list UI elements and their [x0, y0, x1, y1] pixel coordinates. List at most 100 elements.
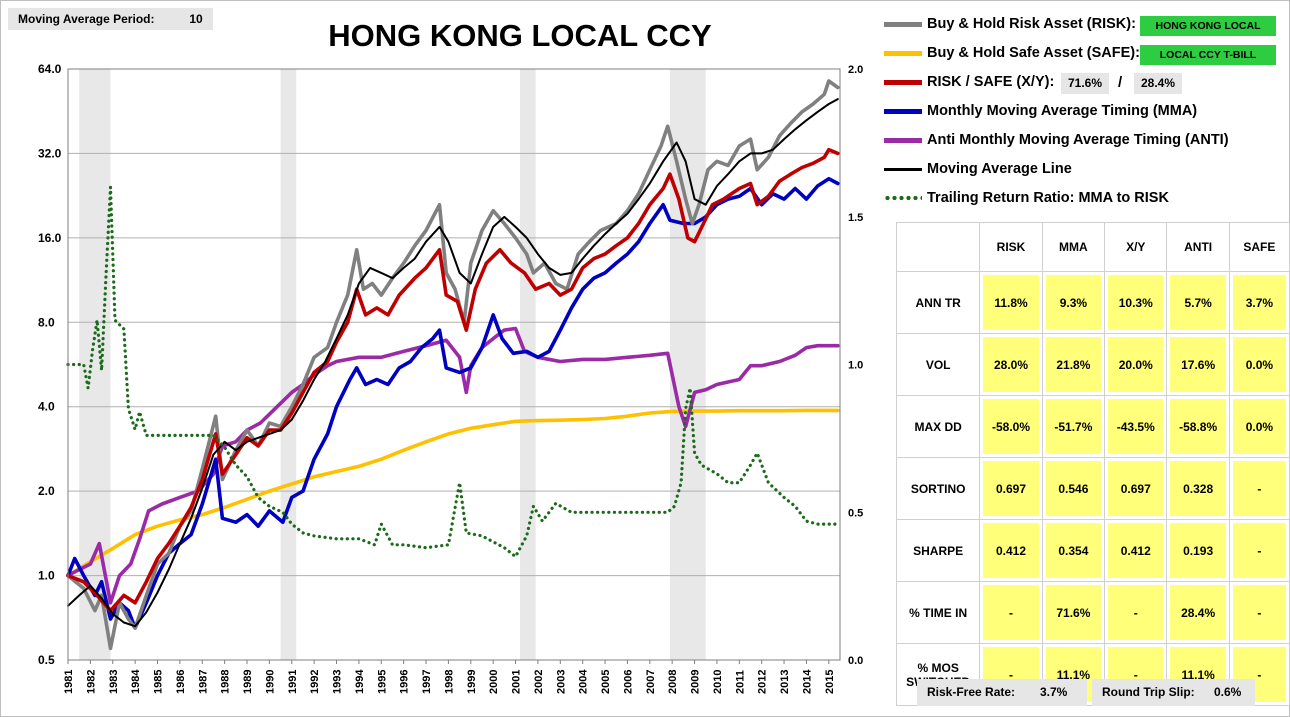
series-line-ratio	[66, 185, 840, 559]
xy-slash: /	[1118, 74, 1123, 91]
x-tick-label: 2014	[801, 669, 813, 694]
stats-cell: 0.354	[1041, 519, 1106, 582]
series-lines	[66, 79, 840, 651]
stats-cell: 10.3%	[1104, 271, 1168, 334]
recession-band	[520, 69, 536, 660]
stats-row-label: MAX DD	[895, 395, 981, 458]
legend-item-xy: RISK / SAFE (X/Y): 71.6% / 28.4%	[884, 70, 1284, 94]
stats-col-anti: ANTI	[1166, 222, 1230, 272]
stats-cell: -	[1228, 457, 1290, 520]
x-tick-label: 1997	[421, 670, 433, 694]
x-tick-label: 1995	[376, 670, 388, 694]
moving-average-period-box: Moving Average Period: 10	[8, 8, 213, 30]
x-tick-label: 1986	[175, 670, 187, 694]
legend-swatch-xy	[884, 80, 922, 85]
legend-label-ratio: Trailing Return Ratio: MMA to RISK	[927, 190, 1169, 206]
stats-cell: 0.546	[1041, 457, 1106, 520]
y-left-tick-label: 32.0	[38, 146, 62, 160]
y-left-tick-label: 0.5	[38, 653, 55, 667]
x-tick-label: 2006	[622, 670, 634, 694]
stats-cell: 3.7%	[1228, 271, 1290, 334]
legend-swatch-risk	[884, 22, 922, 27]
stats-cell: -58.8%	[1166, 395, 1230, 458]
legend-label-xy: RISK / SAFE (X/Y):	[927, 74, 1055, 90]
stats-row-time-in: % TIME IN - 71.6% - 28.4% -	[895, 581, 1290, 644]
x-tick-label: 2013	[779, 670, 791, 694]
stats-cell: 17.6%	[1166, 333, 1230, 396]
xy-risk-weight: 71.6%	[1061, 73, 1109, 94]
risk-free-rate-box: Risk-Free Rate: 3.7%	[917, 679, 1087, 706]
risk-free-rate-label: Risk-Free Rate:	[927, 685, 1016, 699]
stats-cell: 21.8%	[1041, 333, 1106, 396]
legend-swatch-ma	[884, 168, 922, 171]
recession-bands	[79, 69, 706, 660]
stats-cell: 0.193	[1166, 519, 1230, 582]
x-tick-label: 1985	[153, 670, 165, 694]
stats-cell: 71.6%	[1041, 581, 1106, 644]
stats-table: RISK MMA X/Y ANTI SAFE ANN TR 11.8% 9.3%…	[895, 222, 1290, 706]
x-tick-label: 2005	[600, 670, 612, 694]
legend-label-risk: Buy & Hold Risk Asset (RISK):	[927, 16, 1136, 32]
risk-asset-badge: HONG KONG LOCAL	[1140, 16, 1276, 36]
y-right-tick-label: 0.5	[848, 507, 863, 519]
x-tick-label: 2011	[734, 670, 746, 694]
stats-col-xy: X/Y	[1104, 222, 1168, 272]
gridlines	[68, 68, 840, 661]
stats-header-row: RISK MMA X/Y ANTI SAFE	[895, 222, 1290, 272]
round-trip-slip-box: Round Trip Slip: 0.6%	[1092, 679, 1255, 706]
legend: Buy & Hold Risk Asset (RISK): HONG KONG …	[884, 10, 1284, 220]
x-tick-label: 1987	[197, 670, 209, 694]
legend-item-ratio: Trailing Return Ratio: MMA to RISK	[884, 186, 1284, 210]
stats-cell: -	[979, 581, 1043, 644]
series-line-safe	[66, 408, 840, 578]
legend-item-ma: Moving Average Line	[884, 157, 1284, 181]
stats-cell: 28.4%	[1166, 581, 1230, 644]
x-tick-label: 1981	[63, 670, 75, 694]
x-tick-label: 1983	[108, 670, 120, 694]
stats-row-label: SORTINO	[895, 457, 981, 520]
series-line-xy	[66, 147, 840, 613]
y-left-tick-label: 16.0	[38, 231, 62, 245]
stats-cell: -58.0%	[979, 395, 1043, 458]
x-tick-label: 1998	[443, 670, 455, 694]
stats-row-max-dd: MAX DD -58.0% -51.7% -43.5% -58.8% 0.0%	[895, 395, 1290, 458]
chart-title: HONG KONG LOCAL CCY	[328, 18, 712, 53]
stats-cell: -	[1228, 581, 1290, 644]
x-tick-label: 2009	[690, 670, 702, 694]
series-line-mma	[66, 176, 840, 630]
legend-item-safe: Buy & Hold Safe Asset (SAFE): LOCAL CCY …	[884, 41, 1284, 65]
stats-cell: 0.0%	[1228, 333, 1290, 396]
y-left-tick-label: 1.0	[38, 569, 55, 583]
y-left-tick-label: 4.0	[38, 400, 55, 414]
x-tick-label: 2004	[578, 669, 590, 694]
legend-label-safe: Buy & Hold Safe Asset (SAFE):	[927, 45, 1140, 61]
stats-col-risk: RISK	[979, 222, 1043, 272]
stats-cell: 28.0%	[979, 333, 1043, 396]
stats-cell: 0.0%	[1228, 395, 1290, 458]
stats-corner	[895, 222, 981, 272]
xy-safe-weight: 28.4%	[1134, 73, 1182, 94]
stats-cell: 0.697	[1104, 457, 1168, 520]
x-tick-label: 2008	[667, 670, 679, 694]
x-tick-label: 1982	[85, 670, 97, 694]
stats-cell: 0.412	[979, 519, 1043, 582]
stats-row-label: VOL	[895, 333, 981, 396]
series-line-anti	[66, 326, 840, 605]
x-tick-label: 1999	[466, 670, 478, 694]
legend-swatch-ratio	[884, 195, 922, 201]
x-tick-label: 1989	[242, 670, 254, 694]
legend-label-mma: Monthly Moving Average Timing (MMA)	[927, 103, 1198, 119]
x-tick-label: 1996	[399, 670, 411, 694]
stats-cell: 9.3%	[1041, 271, 1106, 334]
stats-row-label: % TIME IN	[895, 581, 981, 644]
stats-cell: 5.7%	[1166, 271, 1230, 334]
moving-average-period-value: 10	[189, 12, 203, 26]
x-tick-label: 1990	[264, 670, 276, 694]
stats-row-vol: VOL 28.0% 21.8% 20.0% 17.6% 0.0%	[895, 333, 1290, 396]
x-tick-label: 2007	[645, 670, 657, 694]
x-tick-label: 2001	[511, 670, 523, 694]
stats-cell: 0.412	[1104, 519, 1168, 582]
legend-swatch-anti	[884, 138, 922, 143]
x-tick-label: 1992	[309, 670, 321, 694]
legend-item-risk: Buy & Hold Risk Asset (RISK): HONG KONG …	[884, 12, 1284, 36]
